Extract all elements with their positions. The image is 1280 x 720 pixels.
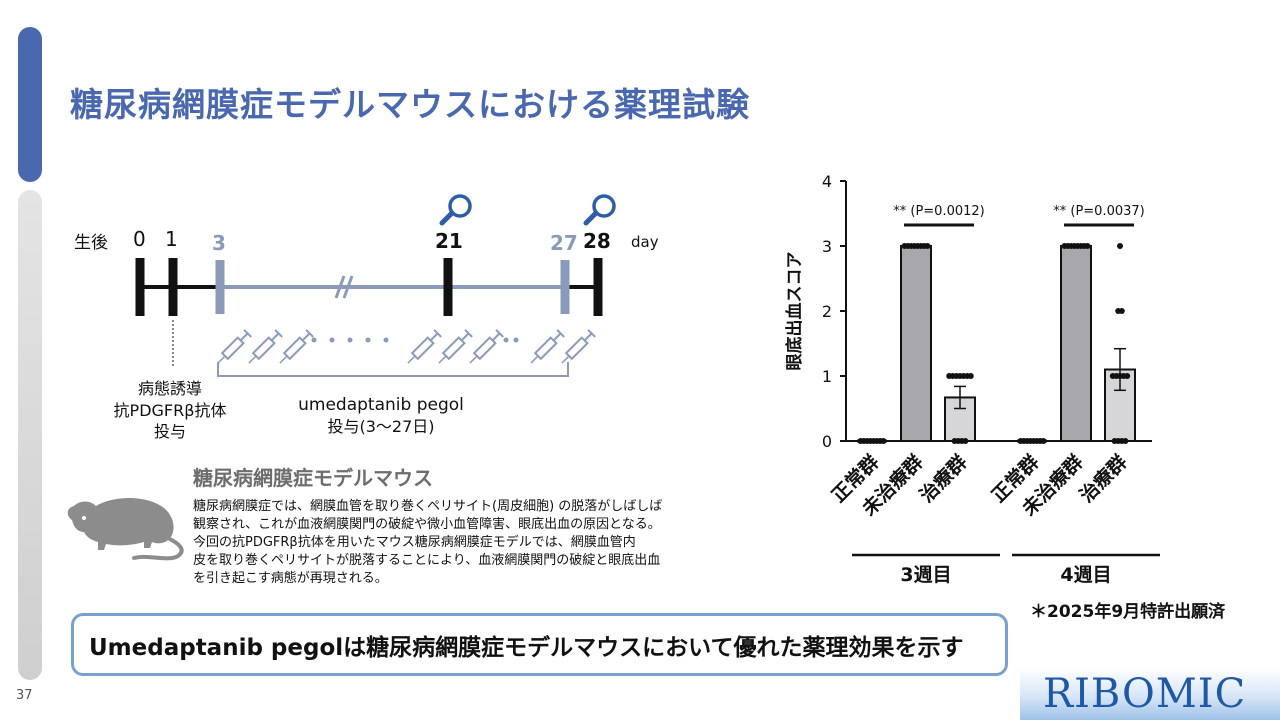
axis-break-mark bbox=[334, 275, 346, 299]
description-line: 糖尿病網膜症では、網膜血管を取り巻くペリサイト(周皮細胞) の脱落がしばしば bbox=[193, 499, 663, 514]
syringe-icon bbox=[407, 329, 442, 364]
significance-label: ** (P=0.0037) bbox=[1053, 204, 1145, 219]
induction-line-2: 抗PDGFRβ抗体 bbox=[114, 401, 227, 420]
bar bbox=[1060, 245, 1092, 442]
bar bbox=[900, 245, 932, 442]
data-point bbox=[962, 438, 969, 444]
slide-title: 糖尿病網膜症モデルマウスにおける薬理試験 bbox=[70, 85, 750, 124]
syringe-icon bbox=[530, 329, 565, 364]
treatment-bracket bbox=[217, 362, 569, 377]
syringe-icon bbox=[438, 329, 473, 364]
description-line: 観察され、これが血液網膜関門の破綻や微小血管障害、眼底出血の原因となる。 bbox=[193, 517, 661, 532]
patent-note: ＊2025年9月特許出願済 bbox=[1030, 602, 1226, 622]
axis-break-mark bbox=[342, 275, 354, 299]
accent-bar-top bbox=[18, 27, 42, 182]
data-point bbox=[967, 373, 974, 379]
data-point bbox=[1084, 243, 1091, 249]
day-label-27: 27 bbox=[550, 231, 578, 255]
mouse-model-description: 糖尿病網膜症では、網膜血管を取り巻くペリサイト(周皮細胞) の脱落がしばしば 観… bbox=[193, 498, 773, 588]
mouse-icon bbox=[67, 498, 184, 561]
logo-background bbox=[1020, 668, 1280, 720]
magnifier-icon bbox=[439, 194, 472, 226]
syringe-icon bbox=[279, 329, 314, 364]
group-label: 3週目 bbox=[900, 564, 951, 586]
x-category-label: 治療群 bbox=[1075, 450, 1132, 507]
timeline-diagram: 生後 0 1 3 21 27 28 day 病態誘導 抗PDGFRβ抗体 投与 … bbox=[74, 194, 659, 441]
y-axis-label: 眼底出血スコア bbox=[784, 252, 805, 371]
day-label-3: 3 bbox=[212, 231, 226, 255]
data-point bbox=[1122, 438, 1129, 444]
y-tick-label: 0 bbox=[822, 432, 832, 451]
y-tick-label: 3 bbox=[822, 237, 832, 256]
significance-label: ** (P=0.0012) bbox=[893, 204, 985, 219]
data-point bbox=[1124, 373, 1131, 379]
timeline-row-label: 生後 bbox=[74, 233, 108, 253]
data-point bbox=[1118, 308, 1125, 314]
conclusion-box: Umedaptanib pegolは糖尿病網膜症モデルマウスにおいて優れた薬理効… bbox=[71, 613, 1008, 676]
description-line: 皮を取り巻くペリサイトが脱落することにより、血液網膜関門の破綻と眼底出血 bbox=[193, 553, 661, 568]
treatment-line-2: 投与(3～27日) bbox=[327, 417, 434, 436]
data-point bbox=[924, 243, 931, 249]
data-point bbox=[1040, 438, 1047, 444]
induction-line-3: 投与 bbox=[154, 422, 186, 441]
description-line: 今回の抗PDGFRβ抗体を用いたマウス糖尿病網膜症モデルでは、網膜血管内 bbox=[193, 535, 636, 550]
ribomic-logo: RIBOMIC bbox=[1043, 671, 1247, 717]
syringe-icon bbox=[217, 329, 252, 364]
data-point bbox=[1117, 243, 1123, 249]
y-tick-label: 1 bbox=[822, 367, 832, 386]
y-tick-label: 4 bbox=[822, 172, 832, 191]
mouse-model-title: 糖尿病網膜症モデルマウス bbox=[193, 466, 433, 490]
description-line: を引き起こす病態が再現される。 bbox=[193, 571, 388, 586]
day-label-28: 28 bbox=[583, 229, 611, 253]
syringe-row bbox=[217, 329, 596, 364]
day-unit-label: day bbox=[631, 233, 659, 251]
syringe-icon bbox=[561, 329, 596, 364]
induction-line-1: 病態誘導 bbox=[138, 379, 202, 398]
group-label: 4週目 bbox=[1060, 564, 1111, 586]
day-label-0: 0 bbox=[133, 227, 146, 251]
day-label-21: 21 bbox=[435, 229, 463, 253]
data-point bbox=[880, 438, 887, 444]
page-number: 37 bbox=[16, 688, 33, 703]
accent-bar-bottom bbox=[18, 190, 42, 680]
treatment-line-1: umedaptanib pegol bbox=[298, 395, 464, 415]
syringe-icon bbox=[248, 329, 283, 364]
x-category-label: 治療群 bbox=[915, 450, 972, 507]
y-tick-label: 2 bbox=[822, 302, 832, 321]
day-label-1: 1 bbox=[165, 227, 178, 251]
conclusion-text: Umedaptanib pegolは糖尿病網膜症モデルマウスにおいて優れた薬理効… bbox=[89, 634, 964, 661]
ellipsis-dots bbox=[311, 337, 519, 343]
syringe-icon bbox=[469, 329, 504, 364]
magnifier-icon bbox=[583, 194, 616, 226]
